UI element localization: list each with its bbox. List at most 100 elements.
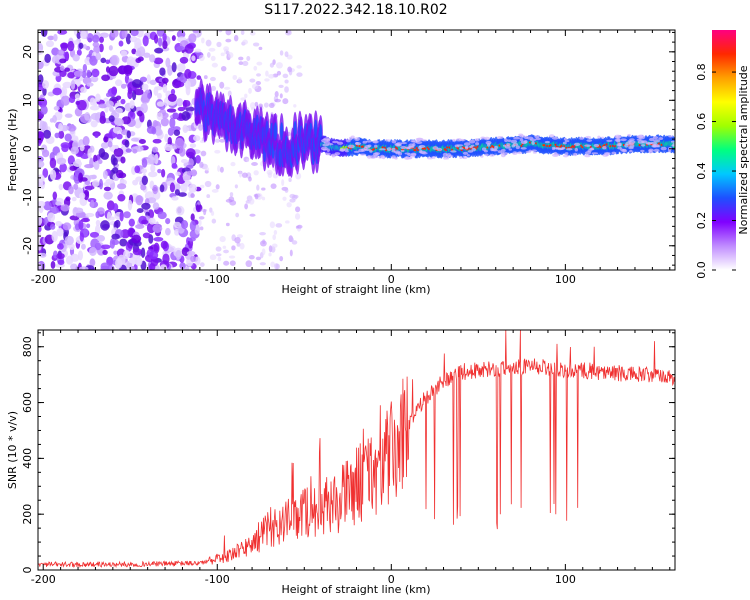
noise-blob bbox=[275, 223, 283, 228]
noise-blob bbox=[142, 35, 149, 47]
noise-blob bbox=[152, 138, 162, 144]
ridge-haze bbox=[452, 138, 456, 142]
noise-blob bbox=[105, 100, 114, 108]
noise-blob bbox=[156, 111, 163, 121]
noise-blob bbox=[68, 96, 76, 103]
noise-blob bbox=[240, 30, 245, 35]
noise-blob bbox=[100, 152, 109, 160]
noise-blob bbox=[279, 93, 283, 99]
noise-blob bbox=[171, 35, 176, 41]
ridge-haze bbox=[480, 155, 484, 158]
noise-blob bbox=[81, 217, 90, 223]
noise-blob bbox=[90, 75, 99, 83]
ridge-haze bbox=[524, 139, 528, 144]
ridge-haze bbox=[374, 144, 378, 148]
spectrogram-y-tick-label: 0 bbox=[21, 145, 34, 152]
noise-blob bbox=[82, 63, 87, 73]
ridge-haze bbox=[593, 143, 600, 148]
noise-blob bbox=[256, 61, 263, 66]
noise-blob bbox=[179, 262, 186, 270]
noise-blob bbox=[129, 100, 135, 109]
noise-blob bbox=[53, 106, 60, 111]
noise-blob bbox=[276, 62, 283, 69]
noise-blob bbox=[115, 258, 123, 269]
noise-blob bbox=[176, 98, 184, 107]
noise-blob bbox=[215, 253, 222, 257]
ridge-haze bbox=[516, 151, 523, 155]
noise-blob bbox=[147, 153, 157, 165]
noise-blob bbox=[205, 39, 212, 47]
ridge-haze bbox=[671, 144, 675, 147]
noise-blob bbox=[278, 84, 284, 89]
noise-blob bbox=[42, 168, 49, 178]
noise-blob bbox=[128, 218, 135, 227]
noise-blob bbox=[152, 184, 159, 195]
noise-blob bbox=[225, 38, 232, 43]
noise-blob bbox=[124, 139, 130, 148]
noise-blob bbox=[153, 242, 160, 254]
ridge-haze bbox=[475, 142, 480, 146]
noise-blob bbox=[286, 54, 293, 60]
noise-blob bbox=[248, 198, 255, 205]
noise-blob bbox=[85, 212, 95, 218]
noise-blob bbox=[70, 80, 76, 90]
spectrogram-y-tick-label: -20 bbox=[21, 237, 34, 255]
noise-blob bbox=[239, 242, 245, 250]
noise-blob bbox=[250, 107, 255, 111]
noise-blob bbox=[114, 219, 121, 228]
noise-blob bbox=[113, 250, 118, 255]
noise-blob bbox=[146, 74, 151, 85]
noise-blob bbox=[142, 232, 151, 239]
noise-blob bbox=[131, 48, 137, 55]
ridge-haze bbox=[562, 141, 567, 145]
noise-blob bbox=[138, 139, 146, 144]
ridge-haze bbox=[410, 152, 417, 156]
noise-blob bbox=[60, 204, 70, 212]
noise-blob bbox=[175, 171, 181, 176]
noise-blob bbox=[261, 248, 266, 256]
ridge-haze bbox=[400, 145, 407, 150]
noise-blob bbox=[169, 182, 176, 193]
noise-blob bbox=[90, 199, 95, 208]
noise-blob bbox=[296, 224, 303, 229]
noise-blob bbox=[111, 233, 120, 240]
noise-blob bbox=[152, 202, 160, 210]
noise-blob bbox=[173, 221, 181, 227]
noise-blob bbox=[57, 259, 65, 266]
noise-blob bbox=[219, 81, 225, 89]
ridge-haze bbox=[614, 134, 622, 139]
ridge-haze bbox=[386, 147, 392, 152]
noise-blob bbox=[222, 245, 227, 249]
ridge-haze bbox=[618, 142, 622, 147]
noise-blob bbox=[242, 39, 249, 45]
noise-blob bbox=[217, 256, 222, 262]
noise-blob bbox=[71, 196, 77, 202]
ridge-haze bbox=[551, 136, 559, 140]
ridge-haze bbox=[391, 155, 396, 159]
ridge-haze bbox=[463, 142, 471, 146]
noise-blob bbox=[199, 161, 203, 169]
noise-blob bbox=[195, 155, 201, 164]
ridge-haze bbox=[645, 142, 652, 145]
noise-blob bbox=[225, 198, 233, 203]
noise-blob bbox=[156, 30, 165, 37]
snr-y-ticks: 0 200 400 600 800 bbox=[21, 332, 675, 574]
noise-blob bbox=[265, 70, 269, 77]
noise-blob bbox=[100, 244, 111, 250]
noise-blob bbox=[72, 160, 83, 167]
noise-blob bbox=[161, 77, 169, 84]
ridge-haze bbox=[380, 154, 385, 158]
noise-blob bbox=[176, 46, 185, 51]
noise-blob bbox=[238, 61, 244, 66]
noise-blob bbox=[161, 168, 166, 178]
noise-blob bbox=[148, 217, 156, 225]
noise-blob bbox=[94, 132, 99, 139]
noise-blob bbox=[255, 256, 262, 261]
ridge-haze bbox=[519, 134, 525, 138]
ridge-haze bbox=[391, 147, 396, 151]
noise-blob bbox=[215, 184, 220, 190]
noise-blob bbox=[253, 170, 259, 176]
noise-blob bbox=[112, 126, 123, 134]
noise-blob bbox=[134, 256, 143, 266]
noise-blob bbox=[38, 225, 42, 233]
